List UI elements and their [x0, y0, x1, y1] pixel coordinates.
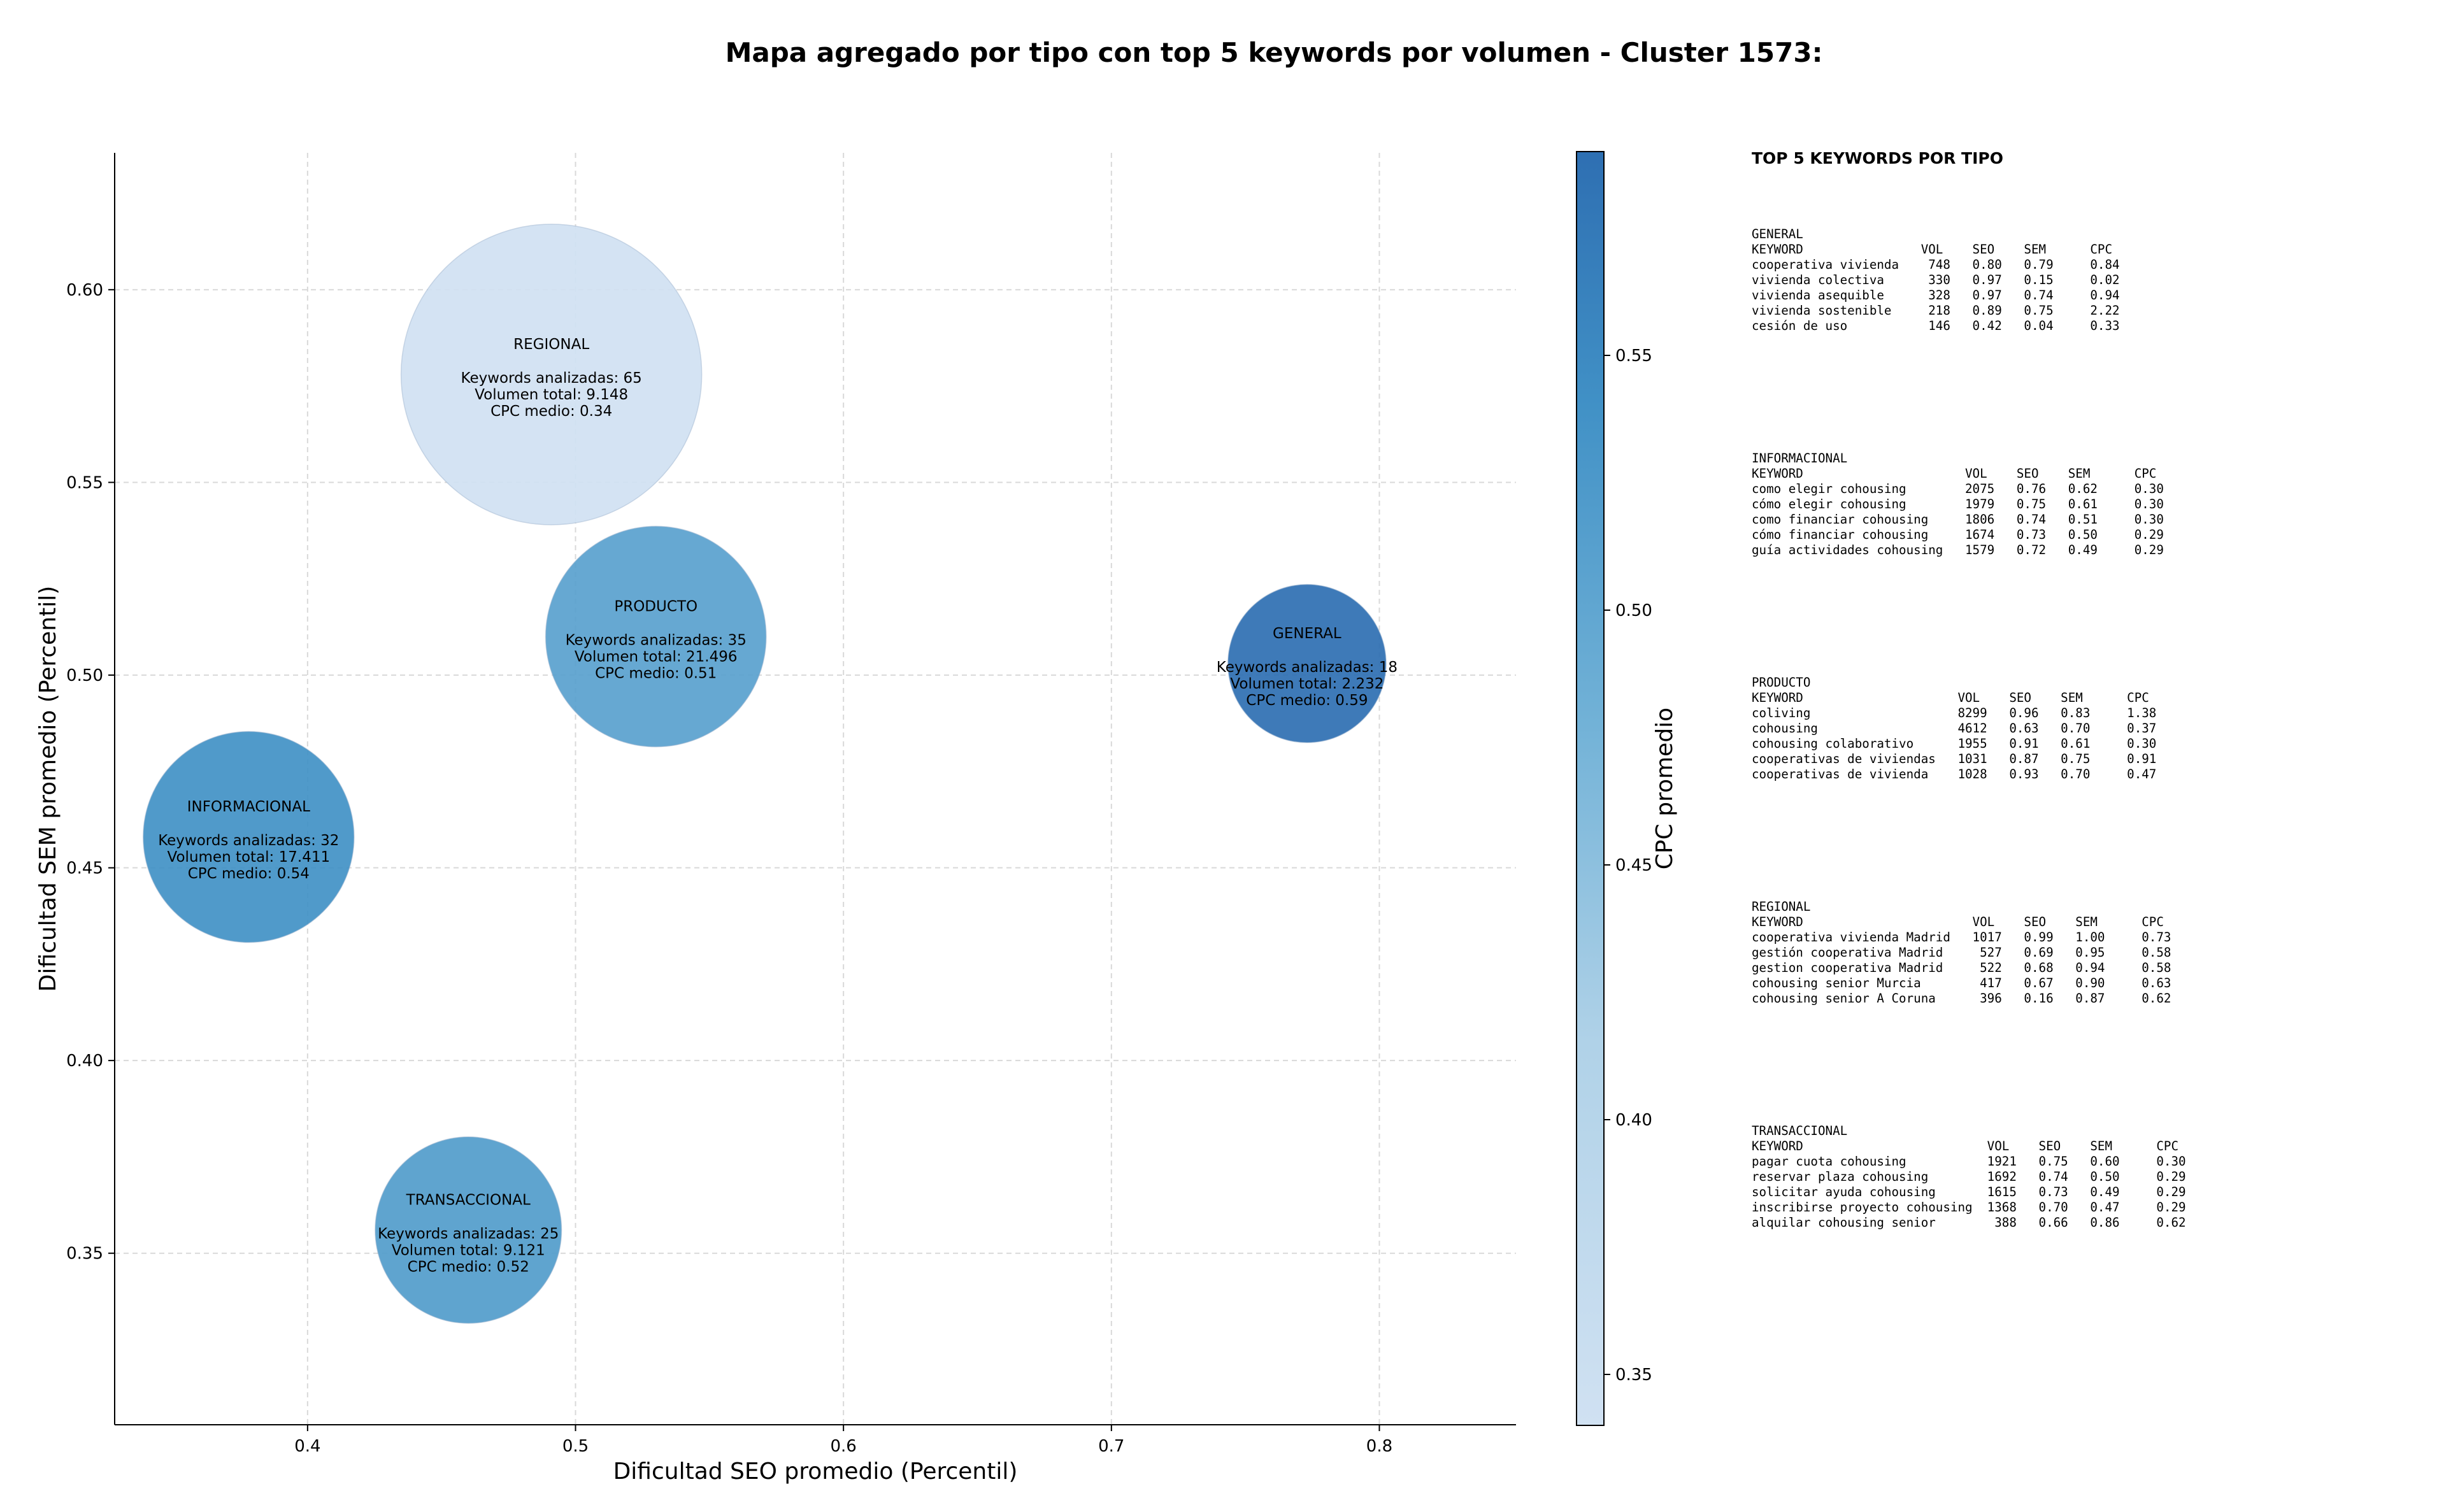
colorbar: 0.35 0.40 0.45 0.50 0.55 CPC promedio: [1576, 151, 1678, 1426]
bubble-stat-label: Volumen total: 21.496: [575, 648, 738, 665]
x-tick-label: 0.5: [562, 1437, 589, 1456]
bubble-informacional: INFORMACIONAL Keywords analizadas: 32Volu…: [142, 731, 355, 943]
bubble-type-label: TRANSACCIONAL: [406, 1192, 531, 1208]
bubble-stat-label: Keywords analizadas: 32: [158, 832, 339, 849]
y-tick-label: 0.50: [66, 666, 103, 685]
y-tick-label: 0.45: [66, 859, 103, 878]
colorbar-gradient: [1576, 151, 1605, 1426]
keyword-table-text: GENERAL KEYWORD VOL SEO SEM CPC cooperat…: [1752, 227, 2120, 333]
x-tick-label: 0.7: [1098, 1437, 1124, 1456]
y-tick-label: 0.40: [66, 1052, 103, 1071]
bubble-type-label: GENERAL: [1273, 625, 1341, 642]
keyword-table-text: PRODUCTO KEYWORD VOL SEO SEM CPC colivin…: [1752, 675, 2157, 781]
colorbar-tick-label: 0.35: [1615, 1366, 1652, 1385]
colorbar-tick-label: 0.50: [1615, 601, 1652, 620]
keyword-table-informacional: INFORMACIONAL KEYWORD VOL SEO SEM CPC co…: [1752, 451, 2389, 675]
bubble-stat-label: Keywords analizadas: 35: [566, 632, 747, 648]
bubble-stat-label: CPC medio: 0.34: [490, 403, 612, 420]
colorbar-tick-label: 0.55: [1615, 346, 1652, 366]
top-keywords-panel: TOP 5 KEYWORDS POR TIPO GENERAL KEYWORD …: [1752, 149, 2389, 1348]
chart-title: Mapa agregado por tipo con top 5 keyword…: [725, 37, 1823, 68]
keyword-table-producto: PRODUCTO KEYWORD VOL SEO SEM CPC colivin…: [1752, 675, 2389, 899]
keyword-table-general: GENERAL KEYWORD VOL SEO SEM CPC cooperat…: [1752, 227, 2389, 451]
top-keywords-title: TOP 5 KEYWORDS POR TIPO: [1752, 149, 2003, 168]
colorbar-tick-label: 0.40: [1615, 1111, 1652, 1130]
colorbar-tick-label: 0.45: [1615, 856, 1652, 875]
y-tick-label: 0.35: [66, 1245, 103, 1264]
x-tick-label: 0.8: [1366, 1437, 1392, 1456]
keyword-table-transaccional: TRANSACCIONAL KEYWORD VOL SEO SEM CPC pa…: [1752, 1123, 2389, 1348]
x-axis-label: Dificultad SEO promedio (Percentil): [613, 1459, 1018, 1485]
bubble-type-label: INFORMACIONAL: [187, 799, 310, 815]
y-tick-label: 0.55: [66, 473, 103, 492]
keyword-table-text: INFORMACIONAL KEYWORD VOL SEO SEM CPC co…: [1752, 451, 2164, 557]
bubble-stat-label: Volumen total: 9.148: [475, 387, 628, 403]
keyword-table-text: REGIONAL KEYWORD VOL SEO SEM CPC coopera…: [1752, 899, 2171, 1006]
bubble-stat-label: CPC medio: 0.59: [1246, 692, 1368, 709]
bubble-circle: [400, 224, 703, 525]
bubble-stat-label: Keywords analizadas: 18: [1217, 659, 1398, 676]
bubble-stat-label: Keywords analizadas: 65: [461, 370, 642, 387]
bubble-circle: [375, 1136, 562, 1324]
bubble-type-label: REGIONAL: [513, 336, 589, 353]
bubble-circle: [545, 525, 767, 748]
keyword-table-regional: REGIONAL KEYWORD VOL SEO SEM CPC coopera…: [1752, 899, 2389, 1123]
bubble-stat-label: Volumen total: 2.232: [1230, 676, 1384, 692]
bubble-stat-label: Keywords analizadas: 25: [378, 1225, 559, 1242]
axes: 0.4 0.5 0.6 0.7 0.8 0.35 0.40 0.45 0.50 0.55 0.60 D…: [35, 153, 1516, 1485]
bubble-stat-label: Volumen total: 17.411: [168, 849, 331, 866]
bubble-circle: [142, 731, 355, 943]
bubble-stat-label: Volumen total: 9.121: [392, 1242, 545, 1259]
bubble-circle: [1227, 583, 1387, 743]
bubble-transaccional: TRANSACCIONAL Keywords analizadas: 25Volu…: [375, 1136, 562, 1324]
bubble-stat-label: CPC medio: 0.54: [188, 866, 310, 882]
colorbar-label: CPC promedio: [1652, 708, 1678, 869]
x-tick-label: 0.6: [830, 1437, 856, 1456]
bubble-type-label: PRODUCTO: [614, 598, 697, 615]
bubble-stat-label: CPC medio: 0.52: [408, 1259, 529, 1275]
y-axis-label: Dificultad SEM promedio (Percentil): [35, 586, 61, 992]
x-tick-label: 0.4: [294, 1437, 320, 1456]
y-tick-label: 0.60: [66, 281, 103, 300]
keyword-table-text: TRANSACCIONAL KEYWORD VOL SEO SEM CPC pa…: [1752, 1123, 2186, 1230]
bubble-stat-label: CPC medio: 0.51: [595, 665, 717, 681]
